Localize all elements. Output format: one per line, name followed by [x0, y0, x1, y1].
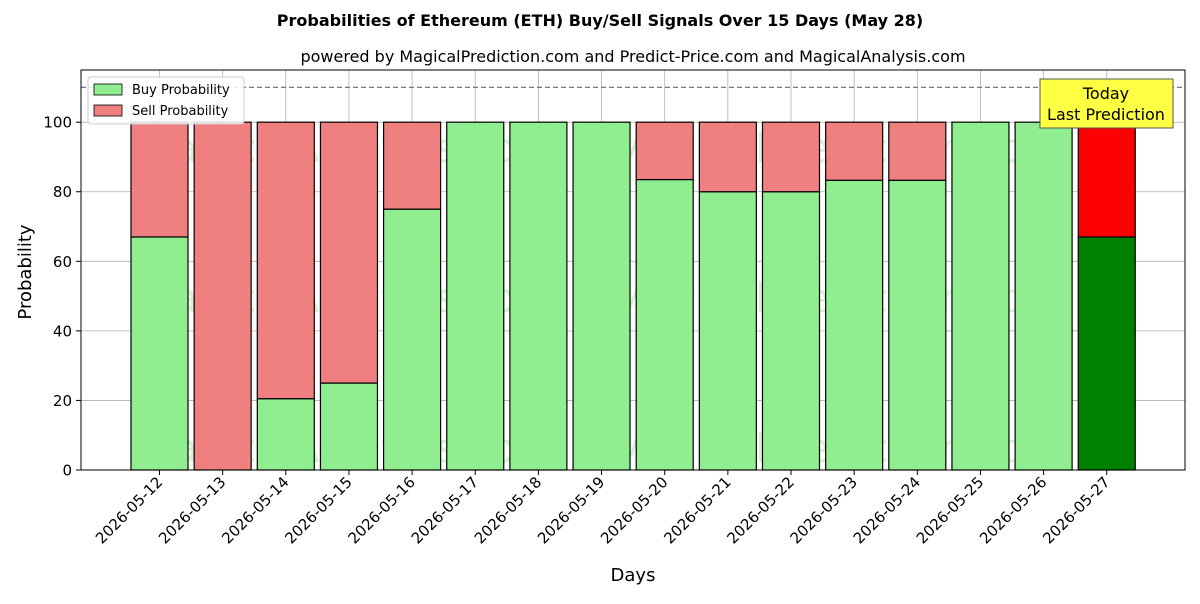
x-tick-label: 2026-05-19 — [534, 473, 608, 547]
x-tick-label: 2026-05-13 — [155, 473, 229, 547]
y-tick-label: 0 — [62, 462, 72, 480]
sell-bar — [761, 121, 821, 193]
buy-bar — [951, 121, 1010, 471]
annotation-line1: Today — [1082, 84, 1129, 103]
x-tick-label: 2026-05-20 — [597, 473, 671, 547]
buy-bar — [130, 236, 189, 471]
x-tick-label: 2026-05-15 — [281, 473, 355, 547]
y-axis-label: Probability — [15, 224, 36, 319]
chart-title: Probabilities of Ethereum (ETH) Buy/Sell… — [277, 11, 923, 30]
sell-bar — [1077, 121, 1136, 238]
today-annotation: Today Last Prediction — [1039, 78, 1174, 129]
legend-swatch — [93, 83, 123, 96]
x-tick-label: 2026-05-18 — [471, 473, 545, 547]
buy-bar — [572, 121, 631, 471]
buy-bar — [888, 179, 947, 471]
buy-bar — [383, 208, 442, 471]
x-tick-label: 2026-05-25 — [913, 473, 987, 547]
buy-bar — [1014, 121, 1073, 471]
buy-bar — [319, 382, 379, 471]
annotation-box — [1039, 78, 1174, 129]
x-tick-label: 2026-05-24 — [850, 473, 924, 547]
plot-frame — [80, 69, 1186, 471]
buy-bar — [825, 179, 884, 471]
sell-bar — [383, 121, 442, 210]
buy-bar — [446, 121, 505, 471]
legend-swatch — [93, 104, 123, 117]
y-tick-label: 100 — [43, 114, 72, 132]
sell-bar — [825, 121, 884, 181]
sell-bar — [635, 121, 694, 181]
x-tick-label: 2026-05-26 — [976, 473, 1050, 547]
x-tick-label: 2026-05-16 — [345, 473, 419, 547]
x-tick-label: 2026-05-14 — [218, 473, 292, 547]
sell-bar — [193, 121, 252, 471]
sell-bar — [256, 121, 315, 400]
x-tick-label: 2026-05-21 — [660, 473, 734, 547]
y-tick-label: 80 — [53, 183, 72, 201]
legend-box — [87, 76, 245, 125]
x-tick-label: 2026-05-17 — [408, 473, 482, 547]
x-axis-label: Days — [611, 565, 656, 586]
annotation-line2: Last Prediction — [1047, 105, 1165, 124]
buy-bar — [509, 121, 568, 471]
x-tick-label: 2026-05-22 — [723, 473, 797, 547]
legend-label: Sell Probability — [132, 104, 229, 119]
y-tick-label: 20 — [53, 392, 72, 410]
bars-layer — [81, 86, 1185, 471]
buy-bar — [761, 191, 821, 471]
chart-subtitle: powered by MagicalPrediction.com and Pre… — [300, 47, 965, 66]
sell-bar — [319, 121, 379, 384]
sell-bar — [698, 121, 757, 193]
buy-bar — [635, 178, 694, 471]
x-tick-label: 2026-05-27 — [1039, 473, 1113, 547]
sell-bar — [888, 121, 947, 181]
y-tick-label: 40 — [53, 322, 72, 340]
buy-bar — [698, 191, 757, 471]
y-tick-label: 60 — [53, 253, 72, 271]
x-tick-label: 2026-05-12 — [92, 473, 166, 547]
legend-label: Buy Probability — [132, 83, 230, 98]
legend: Buy Probability Sell Probability — [87, 76, 245, 125]
buy-bar — [1077, 236, 1136, 471]
sell-bar — [130, 121, 189, 238]
x-tick-label: 2026-05-23 — [787, 473, 861, 547]
buy-bar — [256, 398, 315, 471]
